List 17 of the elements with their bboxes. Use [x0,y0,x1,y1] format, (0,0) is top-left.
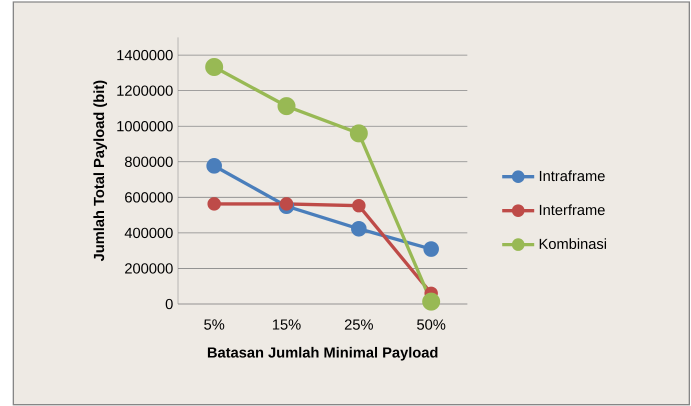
legend-label: Intraframe [540,170,605,182]
y-axis-title: Jumlah Total Payload (bit) [93,80,108,262]
y-tick-label: 1200000 [117,85,173,96]
y-tick-label: 200000 [125,263,173,274]
y-tick-label: 1400000 [117,50,173,60]
y-tick-label: 400000 [124,228,173,238]
legend-label: Kombinasi [540,238,606,250]
y-tick-label: 0 [166,298,173,310]
x-tick-label: 15% [272,319,301,330]
x-tick-label: 25% [344,319,373,330]
legend-label: Interframe [540,204,605,216]
y-tick-label: 600000 [125,192,173,203]
x-tick-label: 5% [204,319,224,330]
y-tick-label: 1000000 [117,121,173,132]
x-axis-title: Batasan Jumlah Minimal Payload [208,346,438,361]
y-tick-label: 800000 [124,156,173,167]
x-tick-label: 50% [417,319,446,330]
